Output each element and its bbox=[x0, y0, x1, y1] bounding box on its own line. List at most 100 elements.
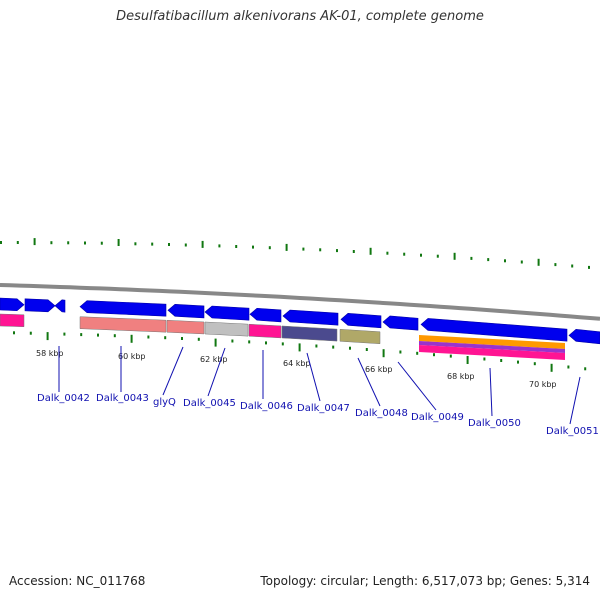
outer-tick bbox=[319, 248, 322, 252]
inner-tick-track bbox=[13, 331, 587, 372]
outer-tick bbox=[420, 253, 422, 257]
cds-arrow bbox=[54, 299, 66, 313]
outer-tick bbox=[184, 243, 187, 247]
outer-tick bbox=[50, 241, 53, 245]
inner-tick bbox=[298, 343, 301, 352]
feature-bar bbox=[79, 316, 167, 333]
inner-tick bbox=[63, 332, 66, 336]
backbone-line bbox=[0, 283, 600, 321]
outer-tick bbox=[33, 238, 36, 246]
leader-line bbox=[207, 347, 226, 397]
outer-tick bbox=[285, 243, 288, 251]
outer-tick bbox=[201, 240, 204, 248]
outer-tick bbox=[470, 256, 473, 260]
kbp-scale: 58 kbp 60 kbp 62 kbp 64 kbp 66 kbp 68 kbp 70 k… bbox=[36, 349, 557, 389]
outer-tick bbox=[134, 242, 137, 246]
outer-tick bbox=[168, 243, 170, 246]
outer-tick bbox=[235, 245, 238, 248]
feature-bar bbox=[204, 321, 249, 337]
outer-tick bbox=[369, 247, 372, 255]
outer-tick bbox=[117, 239, 120, 246]
leader-line bbox=[162, 346, 184, 396]
gene-label: Dalk_0051 bbox=[546, 426, 599, 437]
inner-tick bbox=[365, 348, 368, 351]
feature-bar bbox=[248, 323, 282, 339]
kbp-label: 58 kbp bbox=[36, 349, 64, 358]
inner-tick bbox=[584, 367, 587, 371]
outer-tick bbox=[520, 260, 523, 264]
outer-tick-track bbox=[0, 238, 590, 269]
kbp-label: 62 kbp bbox=[200, 355, 228, 364]
leader-line bbox=[306, 352, 321, 402]
leader-line bbox=[569, 376, 581, 425]
inner-tick bbox=[433, 353, 435, 357]
cds-arrow bbox=[282, 309, 339, 326]
kbp-label: 64 kbp bbox=[283, 359, 311, 368]
leader-line bbox=[489, 367, 493, 417]
cds-track bbox=[0, 297, 600, 345]
inner-tick bbox=[29, 331, 32, 335]
cds-arrow bbox=[204, 305, 250, 321]
inner-tick bbox=[197, 337, 200, 341]
kbp-label: 66 kbp bbox=[365, 365, 393, 374]
outer-tick bbox=[302, 247, 305, 251]
inner-tick bbox=[248, 340, 251, 344]
inner-tick bbox=[46, 332, 49, 341]
outer-tick bbox=[386, 251, 389, 255]
cds-arrow bbox=[340, 313, 382, 329]
inner-tick bbox=[130, 334, 133, 343]
outer-tick bbox=[453, 252, 456, 260]
genome-summary: Topology: circular; Length: 6,517,073 bp… bbox=[260, 574, 590, 588]
inner-tick bbox=[281, 342, 284, 346]
gene-label: Dalk_0045 bbox=[183, 398, 236, 409]
inner-tick bbox=[416, 351, 419, 355]
cds-arrow bbox=[420, 318, 568, 342]
kbp-label: 60 kbp bbox=[118, 352, 146, 361]
inner-tick bbox=[466, 356, 469, 364]
outer-tick bbox=[487, 258, 490, 262]
inner-tick bbox=[181, 337, 183, 340]
inner-tick bbox=[97, 333, 99, 337]
outer-tick bbox=[151, 242, 154, 246]
outer-tick bbox=[537, 258, 540, 266]
inner-tick bbox=[315, 344, 318, 348]
outer-tick bbox=[84, 241, 86, 245]
inner-tick bbox=[500, 359, 503, 362]
outer-tick bbox=[504, 259, 506, 263]
inner-tick bbox=[567, 365, 570, 369]
gene-label: Dalk_0046 bbox=[240, 401, 293, 412]
inner-tick bbox=[382, 349, 385, 358]
inner-tick bbox=[349, 346, 351, 350]
leader-line bbox=[357, 357, 381, 407]
outer-tick bbox=[252, 245, 254, 249]
outer-tick bbox=[352, 250, 355, 253]
feature-bar bbox=[339, 329, 381, 345]
cds-arrow bbox=[0, 297, 25, 312]
outer-tick bbox=[268, 246, 271, 250]
outer-tick bbox=[336, 249, 338, 253]
cds-arrow bbox=[79, 300, 167, 317]
inner-tick bbox=[533, 362, 536, 366]
inner-tick bbox=[332, 345, 335, 349]
kbp-label: 70 kbp bbox=[529, 380, 557, 389]
outer-tick bbox=[436, 254, 439, 258]
outer-tick bbox=[218, 244, 221, 248]
gene-leader-lines bbox=[58, 346, 581, 425]
feature-bar bbox=[0, 313, 25, 328]
cds-arrow bbox=[568, 329, 600, 345]
outer-tick bbox=[100, 241, 103, 245]
inner-tick bbox=[147, 335, 150, 339]
inner-tick bbox=[550, 363, 553, 372]
cds-arrow bbox=[382, 315, 419, 331]
inner-tick bbox=[517, 360, 519, 364]
inner-tick bbox=[164, 336, 167, 340]
feature-bar-purple bbox=[419, 341, 565, 353]
gene-label: Dalk_0048 bbox=[355, 408, 408, 419]
outer-tick bbox=[554, 263, 557, 267]
gene-labels: Dalk_0042 Dalk_0043 glyQ Dalk_0045 Dalk_0046… bbox=[37, 393, 599, 437]
map-title: Desulfatibacillum alkenivorans AK-01, co… bbox=[116, 9, 484, 24]
inner-tick bbox=[13, 331, 15, 335]
inner-tick bbox=[265, 341, 267, 345]
cds-arrow bbox=[249, 307, 282, 323]
